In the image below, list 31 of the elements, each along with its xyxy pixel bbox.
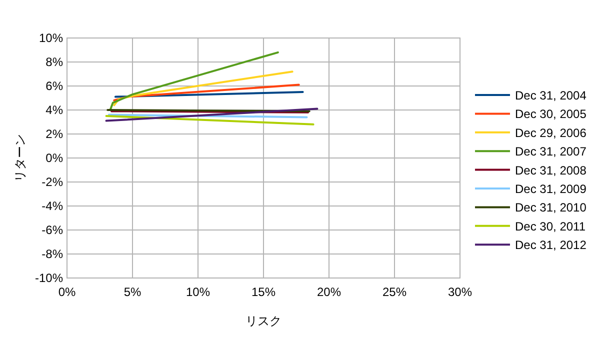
x-tick-label: 10% bbox=[186, 285, 210, 299]
x-tick-label: 25% bbox=[382, 285, 407, 299]
y-tick-label: 8% bbox=[46, 55, 64, 69]
x-axis-title: リスク bbox=[246, 314, 282, 328]
y-tick-label: -4% bbox=[42, 199, 64, 213]
line-series bbox=[113, 70, 294, 106]
x-tick-label: 15% bbox=[251, 285, 276, 299]
legend-label: Dec 31, 2009 bbox=[515, 182, 587, 196]
y-tick-label: 0% bbox=[46, 151, 64, 165]
y-tick-label: 6% bbox=[46, 79, 64, 93]
y-tick-label: -8% bbox=[42, 247, 64, 261]
legend-label: Dec 31, 2008 bbox=[515, 163, 587, 178]
y-tick-label: -6% bbox=[42, 223, 64, 237]
y-tick-label: -10% bbox=[34, 271, 64, 285]
y-tick-label: -2% bbox=[42, 175, 64, 189]
x-tick-label: 0% bbox=[58, 285, 76, 299]
x-tick-label: 5% bbox=[124, 285, 142, 299]
legend-label: Dec 29, 2006 bbox=[515, 126, 587, 140]
x-tick-label: 20% bbox=[316, 285, 342, 299]
legend-label: Dec 31, 2010 bbox=[515, 200, 587, 215]
x-tick-label: 30% bbox=[448, 285, 472, 299]
legend-label: Dec 30, 2005 bbox=[515, 107, 587, 122]
legend-label: Dec 31, 2007 bbox=[515, 144, 587, 159]
y-axis-title: リターン bbox=[13, 134, 27, 182]
legend-label: Dec 31, 2012 bbox=[515, 238, 587, 252]
line-series bbox=[109, 51, 279, 111]
legend-label: Dec 31, 2004 bbox=[515, 88, 587, 102]
legend-label: Dec 30, 2011 bbox=[515, 219, 586, 234]
y-tick-label: 10% bbox=[38, 31, 64, 45]
y-tick-label: 2% bbox=[46, 127, 64, 141]
y-tick-label: 4% bbox=[46, 103, 64, 117]
